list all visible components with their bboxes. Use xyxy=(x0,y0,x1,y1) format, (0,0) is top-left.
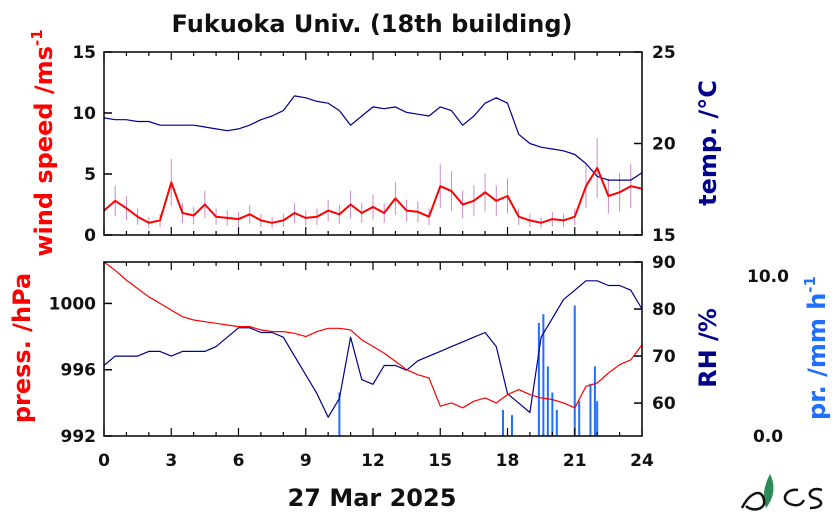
rh-axis-label: RH /% xyxy=(694,308,722,388)
pressure-series xyxy=(103,261,643,409)
x-tick-label: 21 xyxy=(563,451,587,471)
logo-e xyxy=(783,488,806,507)
wind-speed-axis-label-sup: -1 xyxy=(28,29,46,46)
pressure-axis-label: press. /hPa xyxy=(8,273,36,423)
date-label: 27 Mar 2025 xyxy=(288,484,457,512)
precip-bar xyxy=(589,383,592,436)
logo-s xyxy=(808,487,823,510)
precip-bar xyxy=(596,401,599,436)
chart-title: Fukuoka Univ. (18th building) xyxy=(172,10,573,38)
temperature-axis-label: temp. /°C xyxy=(694,80,722,206)
rh-axis-tick-label: 60 xyxy=(652,394,676,414)
rh-series xyxy=(103,280,643,418)
precip-bar xyxy=(502,409,505,436)
bottom-panel: 992 996 1000 60 70 80 90 press. /hPa RH /% xyxy=(8,253,722,447)
rh-axis-tick-label: 70 xyxy=(652,347,676,367)
x-tick-label: 9 xyxy=(300,451,312,471)
precip-bar xyxy=(573,305,576,436)
wind-axis-tick-label: 5 xyxy=(84,165,96,185)
precip-bar xyxy=(593,366,596,436)
pressure-axis-tick-label: 992 xyxy=(61,427,97,447)
logo-leaf xyxy=(763,474,774,508)
institution-logo xyxy=(740,474,823,511)
logo-swoosh xyxy=(740,491,766,511)
precip-axis-label-text: pr. /mm h xyxy=(803,293,831,420)
precip-bar xyxy=(542,314,545,436)
x-tick-label: 6 xyxy=(233,451,245,471)
precip-bar xyxy=(555,409,558,436)
temp-axis-tick-label: 15 xyxy=(652,226,676,246)
precip-bar xyxy=(551,392,554,436)
precip-bar xyxy=(510,415,513,436)
bottom-panel-frame xyxy=(103,261,643,437)
precip-bar xyxy=(578,401,581,436)
precip-axis-label-sup: -1 xyxy=(801,276,819,293)
temperature-series xyxy=(103,95,643,181)
x-tick-label: 15 xyxy=(428,451,452,471)
wind-speed-axis-label-text: wind speed /ms xyxy=(30,46,58,257)
x-tick-label: 24 xyxy=(630,451,654,471)
wind-axis-tick-label: 15 xyxy=(72,43,96,63)
wind-speed-series xyxy=(103,166,643,224)
precip-axis-label: pr. /mm h-1 xyxy=(801,276,831,420)
top-panel: 0 5 10 15 15 20 25 wind speed /ms-1 temp. /°C xyxy=(28,29,722,256)
wind-axis-tick-label: 0 xyxy=(84,226,96,246)
x-tick-label: 12 xyxy=(361,451,385,471)
temp-axis-tick-label: 20 xyxy=(652,135,676,155)
precip-bar xyxy=(546,366,549,436)
precip-tick-low: 0.0 xyxy=(753,427,783,447)
x-tick-label: 18 xyxy=(496,451,520,471)
wind-speed-axis-label: wind speed /ms-1 xyxy=(28,29,58,256)
precip-bar xyxy=(537,322,540,436)
precip-tick-high: 10.0 xyxy=(747,267,789,287)
pressure-axis-tick-label: 996 xyxy=(61,361,97,381)
wind-axis-tick-label: 10 xyxy=(72,104,96,124)
rh-axis-tick-label: 90 xyxy=(652,253,676,273)
rh-axis-tick-label: 80 xyxy=(652,300,676,320)
temp-axis-tick-label: 25 xyxy=(652,43,676,63)
pressure-axis-tick-label: 1000 xyxy=(49,294,96,314)
x-tick-label: 3 xyxy=(165,451,177,471)
precip-axis: 10.0 0.0 pr. /mm h-1 xyxy=(747,267,831,447)
precip-bar xyxy=(338,392,341,436)
x-tick-label: 0 xyxy=(98,451,110,471)
x-axis-ticks: 0 3 6 9 12 15 18 21 24 xyxy=(98,52,654,471)
